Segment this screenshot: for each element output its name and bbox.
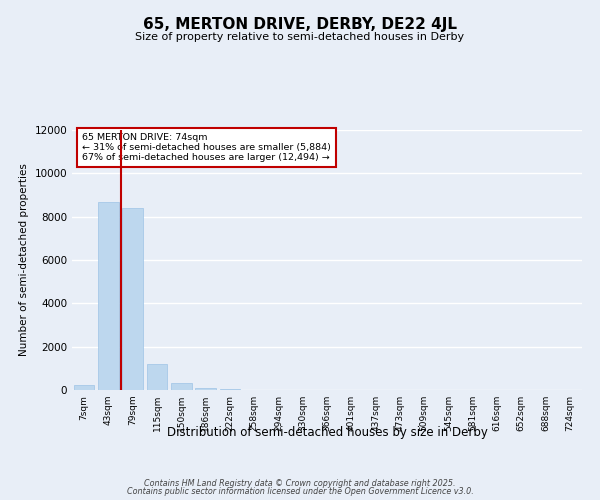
Bar <box>171 382 191 390</box>
Bar <box>220 388 240 390</box>
Bar <box>195 388 216 390</box>
Text: 65 MERTON DRIVE: 74sqm
← 31% of semi-detached houses are smaller (5,884)
67% of : 65 MERTON DRIVE: 74sqm ← 31% of semi-det… <box>82 132 331 162</box>
Bar <box>74 385 94 390</box>
Bar <box>122 208 143 390</box>
Bar <box>146 364 167 390</box>
Bar <box>98 202 119 390</box>
Text: Contains public sector information licensed under the Open Government Licence v3: Contains public sector information licen… <box>127 487 473 496</box>
Text: 65, MERTON DRIVE, DERBY, DE22 4JL: 65, MERTON DRIVE, DERBY, DE22 4JL <box>143 18 457 32</box>
Text: Size of property relative to semi-detached houses in Derby: Size of property relative to semi-detach… <box>136 32 464 42</box>
Y-axis label: Number of semi-detached properties: Number of semi-detached properties <box>19 164 29 356</box>
Text: Distribution of semi-detached houses by size in Derby: Distribution of semi-detached houses by … <box>167 426 487 439</box>
Text: Contains HM Land Registry data © Crown copyright and database right 2025.: Contains HM Land Registry data © Crown c… <box>144 478 456 488</box>
